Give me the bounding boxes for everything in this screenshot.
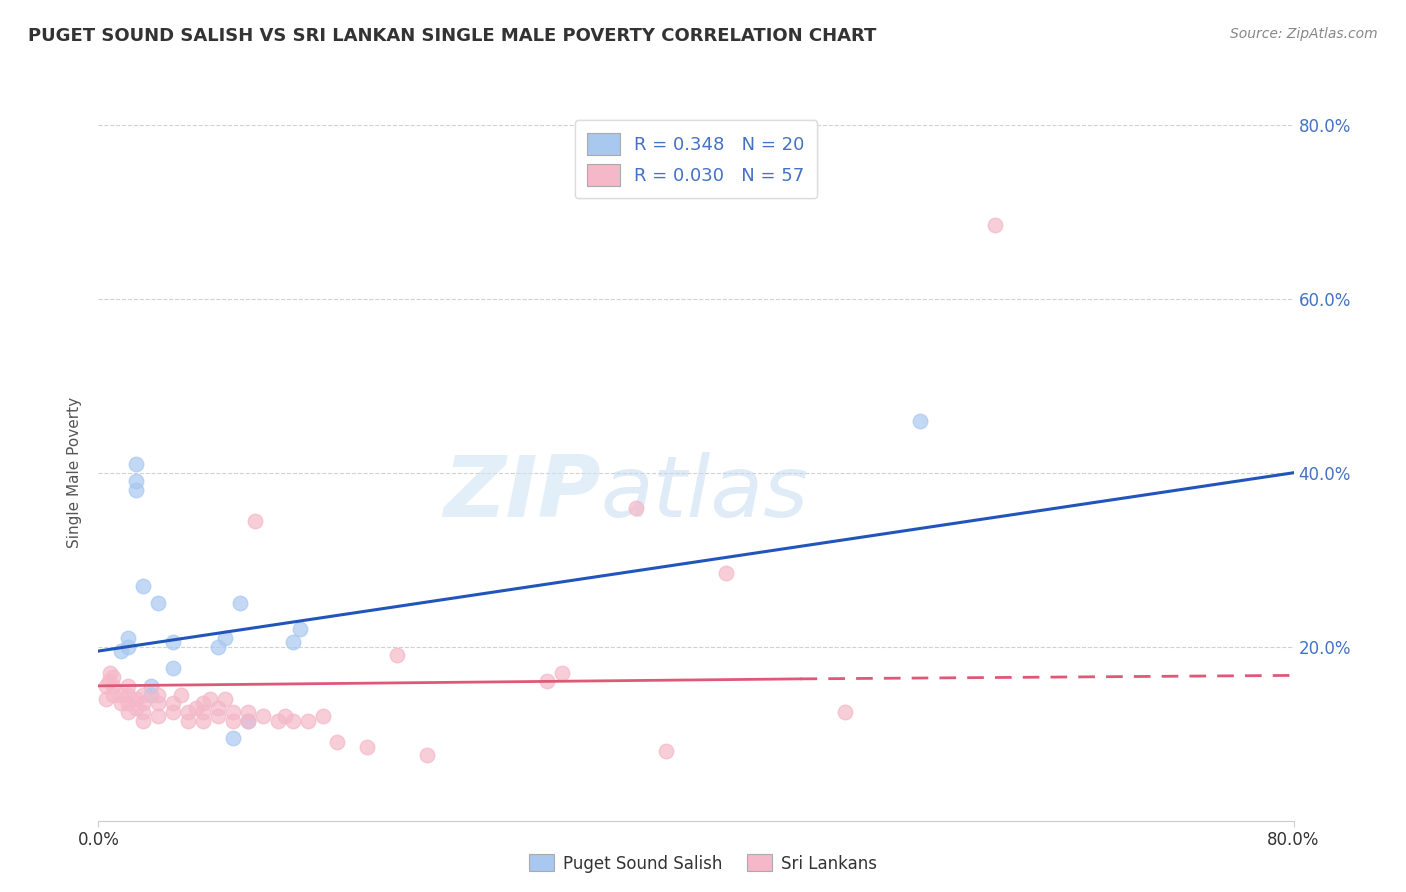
Point <box>117 696 139 710</box>
Point <box>110 688 132 702</box>
Point <box>184 700 207 714</box>
Point <box>125 700 148 714</box>
Point <box>207 640 229 654</box>
Point <box>281 635 304 649</box>
Point <box>550 665 572 680</box>
Point <box>177 705 200 719</box>
Point <box>117 631 139 645</box>
Point <box>222 714 245 728</box>
Point <box>148 596 170 610</box>
Point <box>191 705 214 719</box>
Point <box>117 688 139 702</box>
Point <box>148 709 170 723</box>
Point <box>214 692 236 706</box>
Point <box>148 688 170 702</box>
Point <box>162 705 184 719</box>
Point <box>236 705 259 719</box>
Point <box>626 500 648 515</box>
Point <box>416 748 439 763</box>
Point <box>103 679 125 693</box>
Point <box>117 679 139 693</box>
Point <box>103 670 125 684</box>
Point <box>984 218 1007 232</box>
Point <box>125 457 148 471</box>
Point <box>132 696 155 710</box>
Point <box>125 483 148 497</box>
Text: atlas: atlas <box>600 452 808 535</box>
Point <box>236 714 259 728</box>
Legend: R = 0.348   N = 20, R = 0.030   N = 57: R = 0.348 N = 20, R = 0.030 N = 57 <box>575 120 817 198</box>
Point <box>125 692 148 706</box>
Point <box>385 648 409 663</box>
Point <box>207 700 229 714</box>
Point <box>94 679 117 693</box>
Point <box>236 714 259 728</box>
Point <box>117 705 139 719</box>
Point <box>132 705 155 719</box>
Text: ZIP: ZIP <box>443 452 600 535</box>
Point <box>94 692 117 706</box>
Point <box>191 696 214 710</box>
Point <box>214 631 236 645</box>
Point <box>311 709 333 723</box>
Point <box>177 714 200 728</box>
Point <box>148 696 170 710</box>
Legend: Puget Sound Salish, Sri Lankans: Puget Sound Salish, Sri Lankans <box>523 847 883 880</box>
Point <box>132 688 155 702</box>
Point <box>267 714 290 728</box>
Point <box>162 661 184 675</box>
Point <box>245 514 267 528</box>
Point <box>714 566 737 580</box>
Point <box>281 714 304 728</box>
Point <box>536 674 558 689</box>
Point <box>97 674 120 689</box>
Point <box>274 709 297 723</box>
Point <box>132 714 155 728</box>
Point <box>834 705 856 719</box>
Point <box>200 692 222 706</box>
Point <box>110 644 132 658</box>
Point <box>288 623 311 637</box>
Point <box>222 705 245 719</box>
Point <box>655 744 678 758</box>
Point <box>222 731 245 745</box>
Point <box>162 635 184 649</box>
Point <box>162 696 184 710</box>
Point <box>297 714 319 728</box>
Point <box>132 579 155 593</box>
Point <box>139 688 162 702</box>
Point <box>117 640 139 654</box>
Point <box>326 735 349 749</box>
Text: Source: ZipAtlas.com: Source: ZipAtlas.com <box>1230 27 1378 41</box>
Point <box>908 414 931 428</box>
Point <box>356 739 378 754</box>
Point <box>103 688 125 702</box>
Point <box>100 665 122 680</box>
Point <box>191 714 214 728</box>
Point <box>229 596 252 610</box>
Text: PUGET SOUND SALISH VS SRI LANKAN SINGLE MALE POVERTY CORRELATION CHART: PUGET SOUND SALISH VS SRI LANKAN SINGLE … <box>28 27 876 45</box>
Point <box>110 696 132 710</box>
Point <box>207 709 229 723</box>
Y-axis label: Single Male Poverty: Single Male Poverty <box>67 397 83 549</box>
Point <box>125 475 148 489</box>
Point <box>169 688 191 702</box>
Point <box>139 679 162 693</box>
Point <box>252 709 274 723</box>
